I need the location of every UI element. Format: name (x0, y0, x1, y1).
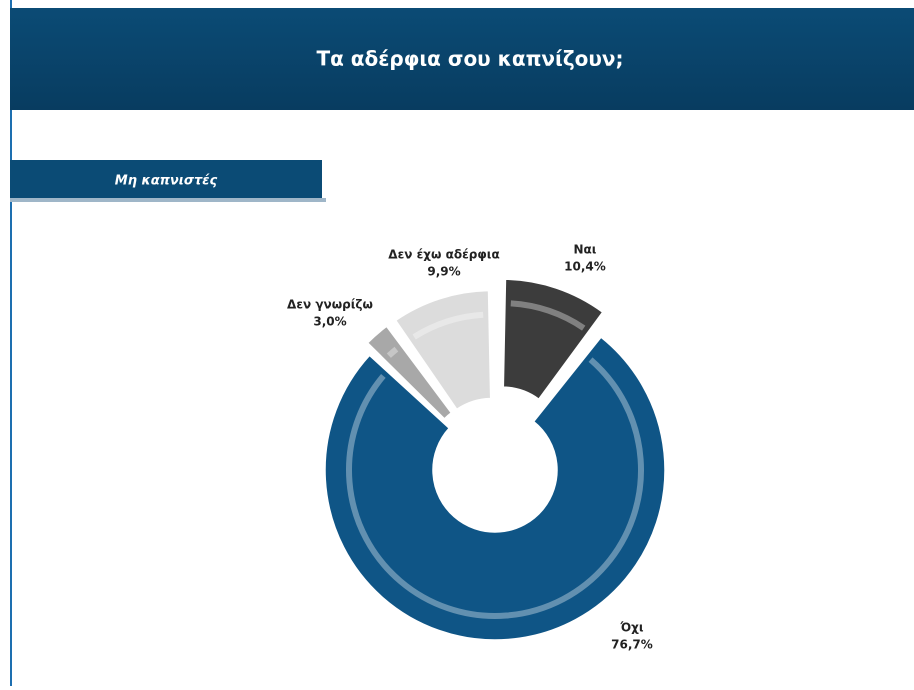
slice-highlight (510, 300, 586, 331)
header-bar (10, 8, 914, 110)
donut-slice (324, 336, 666, 641)
slice-label: Όχι (619, 621, 643, 635)
subtitle-box (10, 160, 322, 200)
donut-chart (324, 278, 666, 641)
slice-label: Δεν γνωρίζω (287, 298, 373, 312)
donut-slice (366, 325, 453, 420)
value-label: 9,9% (427, 265, 460, 279)
donut-slice (394, 289, 492, 411)
value-label: 10,4% (564, 260, 606, 274)
donut-slice (502, 278, 604, 401)
subtitle-shadow (10, 198, 326, 202)
chart-title: Τα αδέρφια σου καπνίζουν; (316, 47, 623, 71)
slice-highlight (386, 346, 399, 358)
slice-highlight (346, 357, 644, 619)
subtitle: Μη καπνιστές (115, 174, 218, 189)
slice-highlight (412, 311, 484, 340)
value-label: 76,7% (611, 638, 653, 652)
value-label: 3,0% (313, 315, 346, 329)
slice-label: Δεν έχω αδέρφια (388, 248, 499, 262)
left-border (10, 0, 12, 686)
slice-label: Ναι (574, 243, 597, 257)
